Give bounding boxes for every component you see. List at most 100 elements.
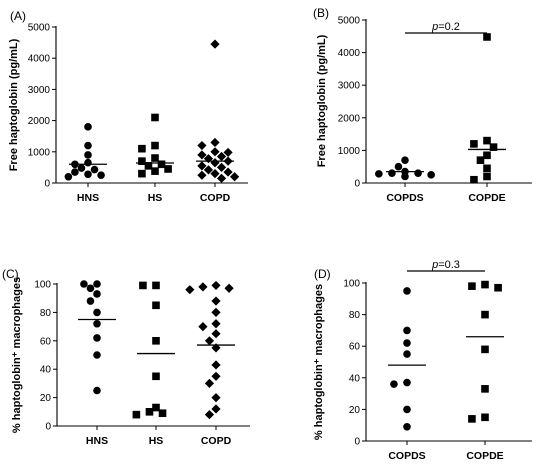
data-point-copd [204,410,215,420]
data-point-copd [197,150,207,160]
data-point-hns [86,297,95,305]
data-point-hns [93,319,101,328]
data-point-copde [483,33,491,41]
data-point-hns [80,280,88,288]
data-point-copd [204,378,215,388]
data-point-hs [158,409,167,418]
data-point-hns [93,386,101,395]
data-point-hs [151,113,159,122]
data-point-copde [483,164,491,173]
x-tick-label: HS [148,192,163,204]
y-tick-label: 100 [34,280,51,291]
data-point-hs [144,162,153,170]
x-tick-label: HNS [77,192,99,204]
data-point-copd [211,393,221,403]
panel-label: (B) [313,6,329,20]
data-point-copd [210,169,220,179]
y-tick-label: 4000 [338,48,361,59]
y-tick-label: 3000 [28,85,51,96]
y-tick-label: 1000 [28,147,51,158]
data-point-copde [481,310,489,319]
data-point-hs [152,372,160,381]
data-point-copde [481,385,489,393]
data-point-hns [84,123,92,131]
data-point-copds [390,380,398,388]
data-point-copde [483,136,491,145]
data-point-hs [152,301,160,310]
data-point-copd [211,329,221,339]
data-point-copd [211,360,221,370]
y-axis-label: Free haptoglobin (pg/mL) [316,34,328,167]
data-point-copds [414,169,422,178]
y-tick-label: 3000 [338,81,361,92]
data-point-hns [64,172,73,181]
x-tick-label: COPD [200,192,231,204]
data-point-copde [494,283,502,292]
x-tick-label: COPDE [466,450,503,462]
data-point-copde [468,415,476,423]
data-point-copd [230,172,240,182]
data-point-copds [427,171,435,179]
data-point-copds [394,162,403,171]
data-point-hns [84,151,92,159]
data-point-hs [138,144,146,153]
y-tick-label: 40 [349,373,361,384]
data-point-copd [210,158,220,168]
data-point-hns [86,284,95,293]
data-point-copd [197,161,207,171]
data-point-copds [375,170,383,178]
y-tick-label: 20 [349,405,361,416]
data-point-copds [403,326,411,335]
data-point-copd [203,165,214,175]
data-point-copd [211,404,221,414]
data-point-copds [388,169,396,178]
data-point-copd [211,371,221,381]
data-point-hs [138,169,146,178]
data-point-copd [211,280,221,291]
data-point-copd [211,343,221,353]
data-point-copd [216,173,227,183]
data-point-copds [403,405,411,414]
data-point-copde [468,282,476,290]
data-point-hs [145,408,154,416]
data-point-hs [164,165,172,173]
data-point-copde [476,156,485,164]
data-point-copd [223,167,233,177]
data-point-copd [216,162,227,172]
data-point-hns [93,334,101,342]
data-point-hs [151,141,159,150]
data-point-hs [152,337,160,345]
x-tick-label: COPD [201,435,232,447]
y-tick-label: 60 [349,342,361,353]
data-point-hns [84,141,92,150]
y-tick-label: 5000 [28,23,51,34]
y-tick-label: 60 [40,336,52,347]
x-tick-label: HNS [86,435,108,447]
data-point-copd [216,151,227,162]
p-value-annotation: p=0.3 [431,259,460,271]
data-point-hs [139,281,147,290]
panel-c: (C)% haptoglobin⁺ macrophages 0 20 40 60 80 10… [2,267,250,447]
y-axis-label: % haptoglobin⁺ macrophages [11,277,23,433]
data-point-hs [151,154,159,162]
data-point-copde [483,151,491,160]
data-point-hns [90,165,99,174]
data-point-hs [151,167,159,175]
data-point-hs [132,410,141,419]
data-point-copd [197,140,207,151]
data-point-copd [210,39,220,49]
data-point-copde [481,413,489,422]
data-point-copde [470,140,478,148]
y-axis-label: Free haptoglobin (pg/mL) [8,38,20,171]
data-point-hns [77,164,86,172]
data-point-copd [198,282,208,292]
data-point-hns [84,158,92,167]
y-tick-label: 0 [44,179,50,190]
data-point-copd [204,336,215,346]
data-point-copds [401,156,409,164]
y-axis-label: % haptoglobin⁺ macrophages [313,284,325,440]
data-point-copds [403,378,411,387]
data-point-copde [481,280,489,289]
x-tick-label: COPDS [388,450,425,462]
data-point-copd [224,283,234,293]
